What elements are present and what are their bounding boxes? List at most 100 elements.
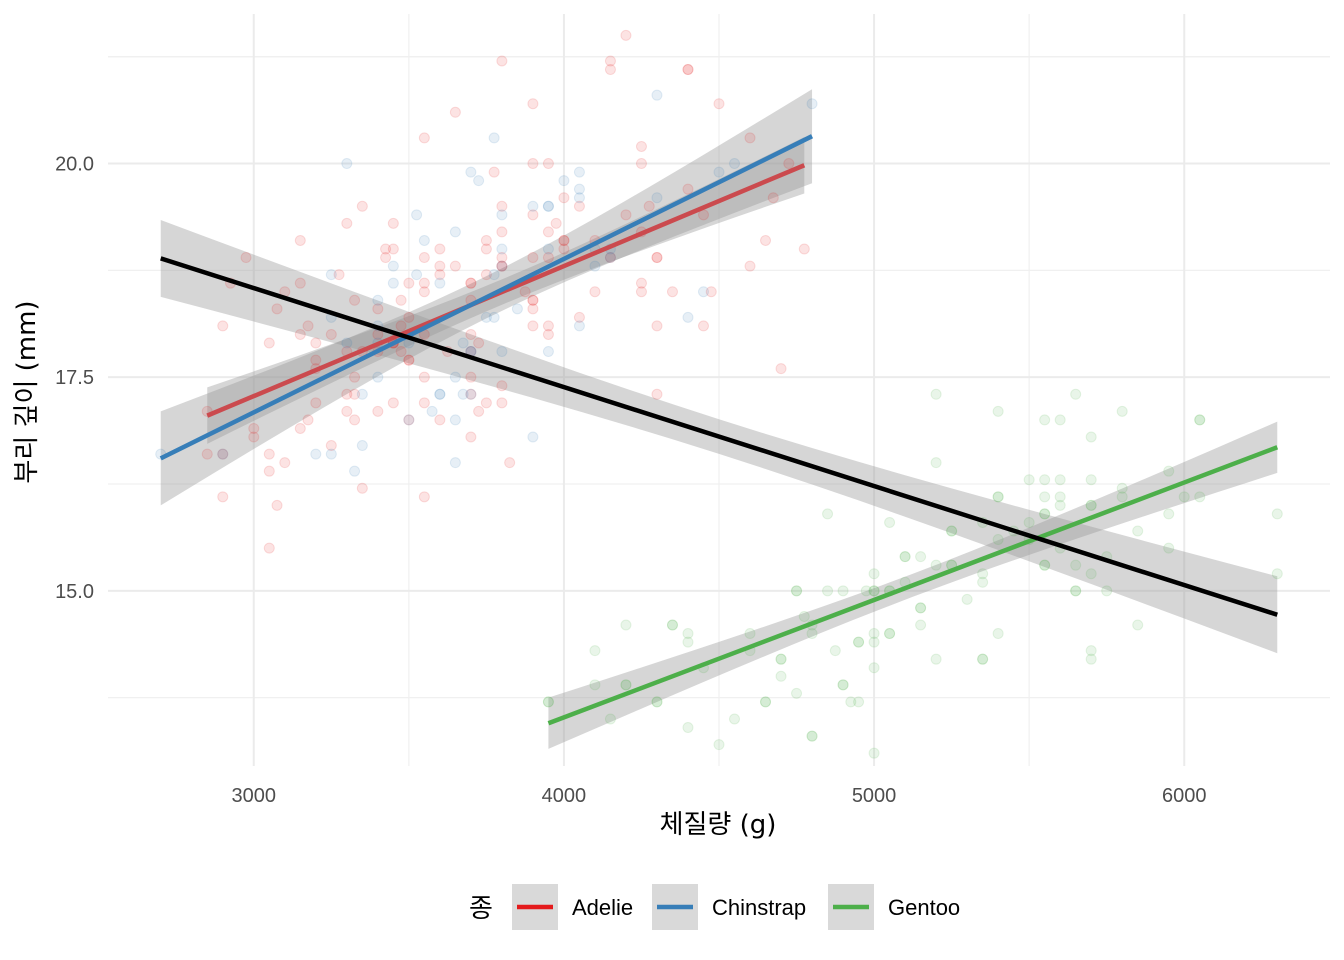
data-point xyxy=(418,371,430,383)
data-point xyxy=(356,200,368,212)
data-point xyxy=(527,252,539,264)
data-point xyxy=(837,679,849,691)
data-point xyxy=(868,585,880,597)
data-point xyxy=(930,653,942,665)
data-point xyxy=(837,679,849,691)
data-point xyxy=(884,516,896,528)
data-point xyxy=(1039,474,1051,486)
data-point xyxy=(915,602,927,614)
data-point xyxy=(589,260,601,272)
data-point xyxy=(666,286,678,298)
data-point xyxy=(542,226,554,238)
data-point xyxy=(798,243,810,255)
data-point xyxy=(1101,585,1113,597)
data-point xyxy=(387,217,399,229)
data-point xyxy=(496,346,508,358)
data-point xyxy=(325,328,337,340)
data-point xyxy=(573,311,585,323)
data-point xyxy=(1085,568,1097,580)
data-point xyxy=(729,158,741,170)
data-point xyxy=(488,269,500,281)
data-point xyxy=(418,397,430,409)
data-point xyxy=(449,106,461,118)
data-point xyxy=(418,277,430,289)
data-point xyxy=(620,679,632,691)
data-point xyxy=(473,337,485,349)
data-point xyxy=(496,243,508,255)
x-tick-label: 6000 xyxy=(1162,785,1207,807)
data-point xyxy=(1054,474,1066,486)
data-point xyxy=(465,277,477,289)
data-point xyxy=(527,294,539,306)
data-point xyxy=(1085,499,1097,511)
data-point xyxy=(325,269,337,281)
data-point xyxy=(418,491,430,503)
data-point xyxy=(744,132,756,144)
data-point xyxy=(573,320,585,332)
data-point xyxy=(310,337,322,349)
data-point xyxy=(387,397,399,409)
data-point xyxy=(930,559,942,571)
data-point xyxy=(899,551,911,563)
regression-line xyxy=(206,163,806,418)
data-point xyxy=(480,234,492,246)
data-point xyxy=(411,269,423,281)
data-point xyxy=(775,653,787,665)
data-point xyxy=(511,303,523,315)
data-point xyxy=(961,593,973,605)
data-point xyxy=(372,371,384,383)
regression-lines xyxy=(159,134,1279,726)
data-point xyxy=(1163,542,1175,554)
data-point xyxy=(434,269,446,281)
data-point xyxy=(822,508,834,520)
data-point xyxy=(387,277,399,289)
data-point xyxy=(449,260,461,272)
data-point xyxy=(666,619,678,631)
data-point xyxy=(542,696,554,708)
y-tick-label: 17.5 xyxy=(55,367,94,389)
data-point xyxy=(868,568,880,580)
data-point xyxy=(946,525,958,537)
data-point xyxy=(263,465,275,477)
data-point xyxy=(791,585,803,597)
x-axis-tick-labels: 3000 4000 5000 6000 xyxy=(232,785,1207,807)
data-point xyxy=(294,422,306,434)
data-point xyxy=(1085,474,1097,486)
data-point xyxy=(496,260,508,272)
data-point xyxy=(604,64,616,76)
data-point xyxy=(380,243,392,255)
data-point xyxy=(1070,559,1082,571)
data-point xyxy=(589,679,601,691)
data-point xyxy=(1070,388,1082,400)
data-point xyxy=(1132,525,1144,537)
data-point xyxy=(426,405,438,417)
data-point xyxy=(480,243,492,255)
data-point xyxy=(395,346,407,358)
data-point xyxy=(775,363,787,375)
data-point xyxy=(651,696,663,708)
data-point xyxy=(589,286,601,298)
data-point xyxy=(992,534,1004,546)
data-point xyxy=(853,696,865,708)
data-point xyxy=(465,328,477,340)
data-point xyxy=(682,628,694,640)
data-point xyxy=(1039,491,1051,503)
legend-label: Adelie xyxy=(572,895,633,920)
data-point xyxy=(527,200,539,212)
data-point xyxy=(263,542,275,554)
data-point xyxy=(604,55,616,67)
data-point xyxy=(1085,499,1097,511)
data-point xyxy=(775,653,787,665)
grid-minor-lines xyxy=(108,14,1330,766)
data-point xyxy=(791,585,803,597)
data-point xyxy=(294,277,306,289)
data-point xyxy=(349,465,361,477)
data-point xyxy=(380,252,392,264)
data-point xyxy=(1054,414,1066,426)
data-point xyxy=(465,388,477,400)
data-point xyxy=(341,388,353,400)
data-point xyxy=(992,628,1004,640)
data-point xyxy=(349,294,361,306)
data-point xyxy=(884,628,896,640)
